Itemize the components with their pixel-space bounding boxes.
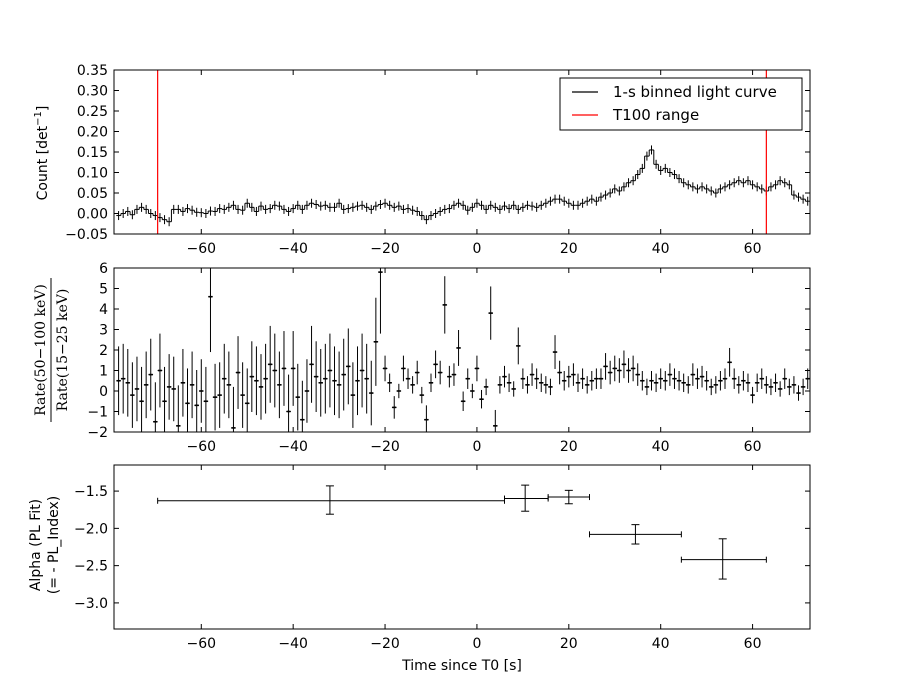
y-tick-label: 0.35 xyxy=(77,63,108,79)
y-tick-label: 0.00 xyxy=(77,207,108,223)
x-tick-label: −20 xyxy=(370,636,400,652)
y-tick-label: −3.0 xyxy=(74,596,108,612)
y-tick-label: −1.5 xyxy=(74,484,108,500)
x-tick-label: −20 xyxy=(370,241,400,257)
x-tick-label: 20 xyxy=(560,636,578,652)
x-tick-label: 0 xyxy=(472,439,481,455)
y-tick-label: −2.5 xyxy=(74,559,108,575)
y-tick-label: −2 xyxy=(87,425,108,441)
x-tick-label: 60 xyxy=(744,241,762,257)
y-tick-label: 1 xyxy=(99,364,108,380)
y-tick-label: 2 xyxy=(99,343,108,359)
x-tick-label: 40 xyxy=(652,636,670,652)
y-tick-label: −0.05 xyxy=(65,227,108,243)
alpha-fit-panel: −60 −40 −20 0 20 40 60 −3.0 −2.5 −2.0 −1.5 Alpha (… xyxy=(28,464,811,674)
y-tick-label: 0.10 xyxy=(77,166,108,182)
x-tick-label: −60 xyxy=(187,636,217,652)
x-axis-label: Time since T0 [s] xyxy=(401,658,522,674)
light-curve-frame xyxy=(113,69,811,235)
light-curve-ylabel: Count [det−1] xyxy=(33,106,51,201)
y-tick-label: 0.30 xyxy=(77,84,108,100)
x-tick-label: −40 xyxy=(278,636,308,652)
legend: 1-s binned light curve T100 range xyxy=(559,77,803,131)
x-tick-label: −20 xyxy=(370,439,400,455)
x-tick-label: 20 xyxy=(560,439,578,455)
light-curve-panel: −60 −40 −20 0 20 40 60 −0.05 0.00 0.05 0.10 0.15 0.2… xyxy=(33,63,811,257)
x-tick-label: −60 xyxy=(187,439,217,455)
x-tick-label: 40 xyxy=(652,439,670,455)
y-tick-label: 5 xyxy=(99,282,108,298)
hardness-ratio-ticks: −60 −40 −20 0 20 40 60 −2 −1 0 1 2 3 4 5 6 xyxy=(87,261,810,455)
x-tick-label: 20 xyxy=(560,241,578,257)
hardness-ratio-panel: −60 −40 −20 0 20 40 60 −2 −1 0 1 2 3 4 5 6 Rate(50−100 … xyxy=(33,261,811,455)
legend-label-light-curve: 1-s binned light curve xyxy=(613,83,777,101)
x-tick-label: 0 xyxy=(472,636,481,652)
legend-box xyxy=(559,77,803,131)
x-tick-label: −40 xyxy=(278,439,308,455)
alpha-fit-ticks: −60 −40 −20 0 20 40 60 −3.0 −2.5 −2.0 −1.5 xyxy=(74,465,810,652)
y-tick-label: −1 xyxy=(87,405,108,421)
hardness-ratio-ylabel-numerator: Rate(50−100 keV) xyxy=(33,284,49,416)
y-tick-label: −2.0 xyxy=(74,521,108,537)
y-tick-label: 0.05 xyxy=(77,186,108,202)
y-tick-label: 6 xyxy=(99,261,108,277)
y-tick-label: 0.25 xyxy=(77,104,108,120)
x-tick-label: 40 xyxy=(652,241,670,257)
light-curve-ticks: −60 −40 −20 0 20 40 60 −0.05 0.00 0.05 0.10 0.15 0.2… xyxy=(65,63,810,257)
light-curve-series xyxy=(116,145,810,227)
hardness-ratio-ylabel: Rate(50−100 keV) Rate(15−25 keV) xyxy=(33,278,71,422)
legend-label-t100: T100 range xyxy=(612,106,699,124)
y-tick-label: 0.20 xyxy=(77,125,108,141)
x-tick-label: 0 xyxy=(472,241,481,257)
x-tick-label: −40 xyxy=(278,241,308,257)
alpha-fit-ylabel-2: (= - PL_Index) xyxy=(46,496,62,594)
x-tick-label: −60 xyxy=(187,241,217,257)
y-tick-label: 3 xyxy=(99,323,108,339)
hardness-ratio-frame xyxy=(113,267,811,433)
alpha-fit-ylabel: Alpha (PL Fit) xyxy=(28,499,44,591)
alpha-fit-frame xyxy=(113,464,811,630)
y-tick-label: 0.15 xyxy=(77,145,108,161)
alpha-fit-series xyxy=(157,484,767,580)
x-tick-label: 60 xyxy=(744,439,762,455)
y-tick-label: 4 xyxy=(99,302,108,318)
y-tick-label: 0 xyxy=(99,384,108,400)
hardness-ratio-ylabel-denominator: Rate(15−25 keV) xyxy=(55,289,71,412)
hardness-ratio-series xyxy=(116,268,810,432)
x-tick-label: 60 xyxy=(744,636,762,652)
